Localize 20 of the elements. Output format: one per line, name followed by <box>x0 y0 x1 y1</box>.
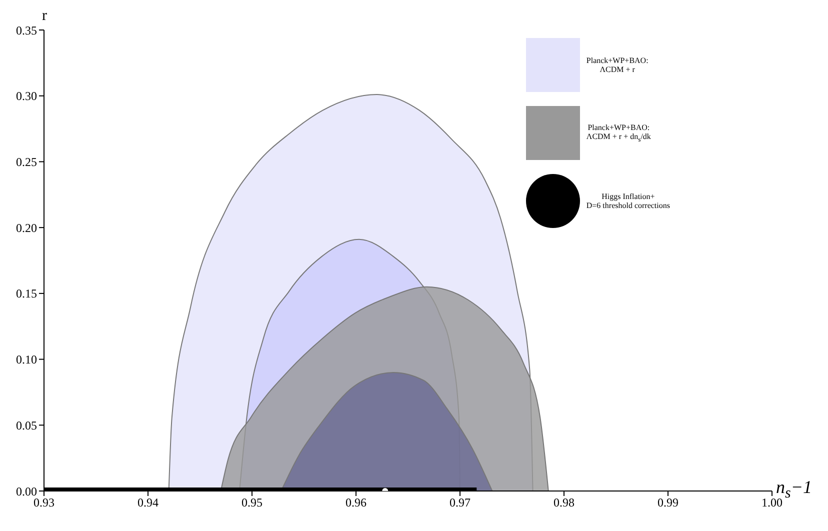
text: Higgs Inflation+ D=6 threshold corrections <box>586 192 670 210</box>
y-tick-label: 0.00 <box>16 484 37 498</box>
x-tick-label: 1.00 <box>762 496 782 510</box>
x-tick-label: 0.98 <box>554 496 574 510</box>
x-tick-label: 0.99 <box>658 496 678 510</box>
text: Planck+WP+BAO: ΛCDM + r <box>586 56 648 74</box>
y-tick-label: 0.05 <box>16 418 37 432</box>
y-axis-title: r <box>42 8 47 25</box>
x-tick-label: 0.94 <box>138 496 158 510</box>
y-tick-label: 0.10 <box>16 352 37 367</box>
x-tick-label: 0.97 <box>450 496 470 510</box>
x-tick-label: 0.96 <box>346 496 366 510</box>
y-tick-label: 0.30 <box>16 89 37 104</box>
y-tick-label: 0.25 <box>16 154 37 169</box>
x-tick-label: 0.93 <box>34 496 54 510</box>
y-tick-label: 0.20 <box>16 220 37 235</box>
x-tick-label: 0.95 <box>242 496 262 510</box>
text: Planck+WP+BAO: ΛCDM + r + dn$_{s}$/dk <box>586 122 651 144</box>
y-tick-label: 0.35 <box>16 23 37 38</box>
y-tick-label: 0.15 <box>16 286 37 301</box>
